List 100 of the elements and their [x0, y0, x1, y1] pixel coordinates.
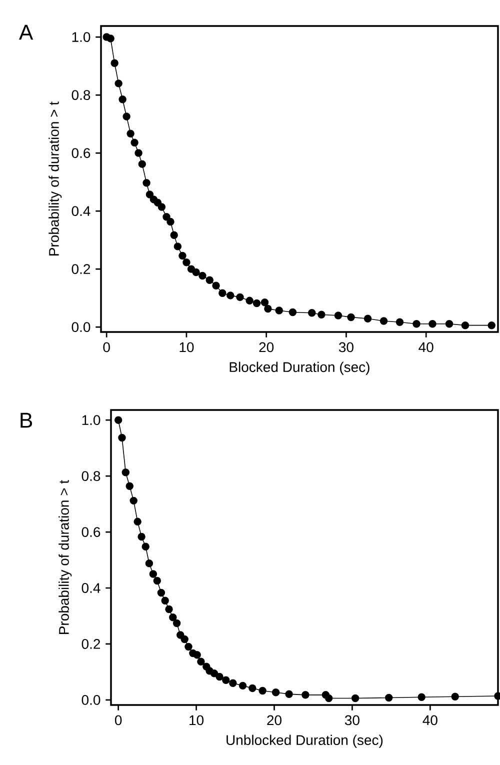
- point: [226, 292, 234, 300]
- point: [114, 416, 122, 424]
- point: [106, 34, 114, 42]
- point: [275, 306, 283, 314]
- point: [229, 679, 237, 688]
- point: [192, 268, 200, 276]
- x-tick-label: 40: [422, 715, 438, 726]
- y-axis-title: Probability of duration > t: [58, 480, 72, 634]
- point: [488, 321, 496, 330]
- point: [302, 691, 310, 699]
- point: [153, 576, 162, 585]
- point: [272, 688, 280, 696]
- point: [285, 690, 293, 698]
- x-tick-label: 10: [180, 342, 194, 352]
- x-tick-label: 40: [418, 342, 434, 352]
- point: [161, 596, 169, 604]
- y-tick-label: 1.0: [72, 32, 90, 42]
- point: [178, 252, 186, 260]
- point: [418, 693, 426, 702]
- point: [122, 468, 130, 476]
- point: [318, 310, 326, 318]
- y-tick-label: 0.6: [82, 527, 100, 537]
- point: [157, 588, 166, 597]
- point: [451, 692, 459, 700]
- x-tick-label: 30: [344, 715, 360, 726]
- point: [212, 282, 220, 290]
- point: [130, 138, 138, 146]
- point: [118, 96, 126, 104]
- point: [134, 518, 142, 526]
- point: [248, 684, 256, 692]
- y-axis-title: Probability of duration > t: [48, 102, 62, 256]
- point: [334, 312, 342, 320]
- point: [134, 149, 142, 157]
- y-tick-label: 0.8: [82, 471, 100, 482]
- y-tick-label: 1.0: [82, 415, 100, 426]
- point: [158, 203, 166, 211]
- x-tick-label: 30: [338, 342, 354, 352]
- x-axis-title: Unblocked Duration (sec): [226, 734, 383, 748]
- point: [126, 130, 134, 138]
- chart-title: A: [18, 24, 34, 40]
- y-tick-label: 0.6: [72, 148, 90, 158]
- point: [114, 80, 122, 88]
- x-tick-label: 0: [103, 342, 110, 352]
- point: [236, 293, 244, 302]
- y-tick-label: 0.4: [82, 583, 100, 593]
- point: [197, 658, 205, 666]
- point: [258, 686, 266, 695]
- point: [198, 272, 206, 280]
- point: [260, 298, 269, 306]
- y-tick-label: 0.4: [72, 206, 90, 216]
- point: [461, 321, 470, 330]
- point: [142, 179, 150, 187]
- point: [174, 242, 182, 250]
- point: [162, 212, 170, 221]
- y-tick-label: 0.8: [72, 90, 90, 100]
- point: [288, 308, 297, 316]
- point: [193, 651, 201, 659]
- point: [264, 304, 272, 313]
- point: [246, 296, 254, 305]
- point: [216, 672, 224, 681]
- point: [146, 190, 154, 198]
- point: [165, 605, 173, 614]
- point: [218, 289, 226, 298]
- point: [428, 320, 436, 328]
- point: [110, 59, 118, 67]
- point: [180, 635, 188, 644]
- point: [222, 676, 230, 684]
- point: [210, 670, 218, 678]
- point: [138, 160, 146, 168]
- y-tick-label: 0.0: [82, 695, 100, 705]
- point: [130, 496, 138, 505]
- point: [184, 642, 192, 651]
- y-tick-label: 0.2: [82, 639, 100, 649]
- point: [364, 314, 372, 323]
- point: [252, 299, 261, 308]
- point: [126, 482, 134, 490]
- x-axis-title: Blocked Duration (sec): [230, 362, 370, 375]
- point: [445, 320, 454, 328]
- y-tick-label: 0.0: [72, 322, 90, 332]
- point: [182, 258, 190, 266]
- point: [169, 614, 177, 622]
- x-tick-label: 10: [190, 715, 204, 726]
- point: [142, 542, 150, 550]
- chart-title: B: [20, 412, 32, 428]
- point: [351, 694, 360, 702]
- point: [145, 560, 154, 568]
- point: [384, 694, 393, 702]
- point: [412, 320, 420, 328]
- point: [170, 231, 178, 239]
- point: [396, 318, 404, 326]
- point: [138, 532, 146, 541]
- point: [118, 434, 126, 442]
- x-tick-label: 0: [114, 715, 122, 726]
- point: [149, 570, 158, 578]
- point: [206, 276, 214, 284]
- point: [238, 682, 247, 690]
- point: [380, 317, 388, 325]
- x-tick-label: 20: [267, 715, 282, 726]
- point: [166, 218, 174, 226]
- point: [308, 308, 316, 317]
